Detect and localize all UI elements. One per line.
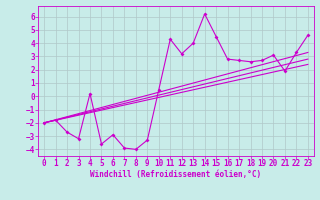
X-axis label: Windchill (Refroidissement éolien,°C): Windchill (Refroidissement éolien,°C): [91, 170, 261, 179]
